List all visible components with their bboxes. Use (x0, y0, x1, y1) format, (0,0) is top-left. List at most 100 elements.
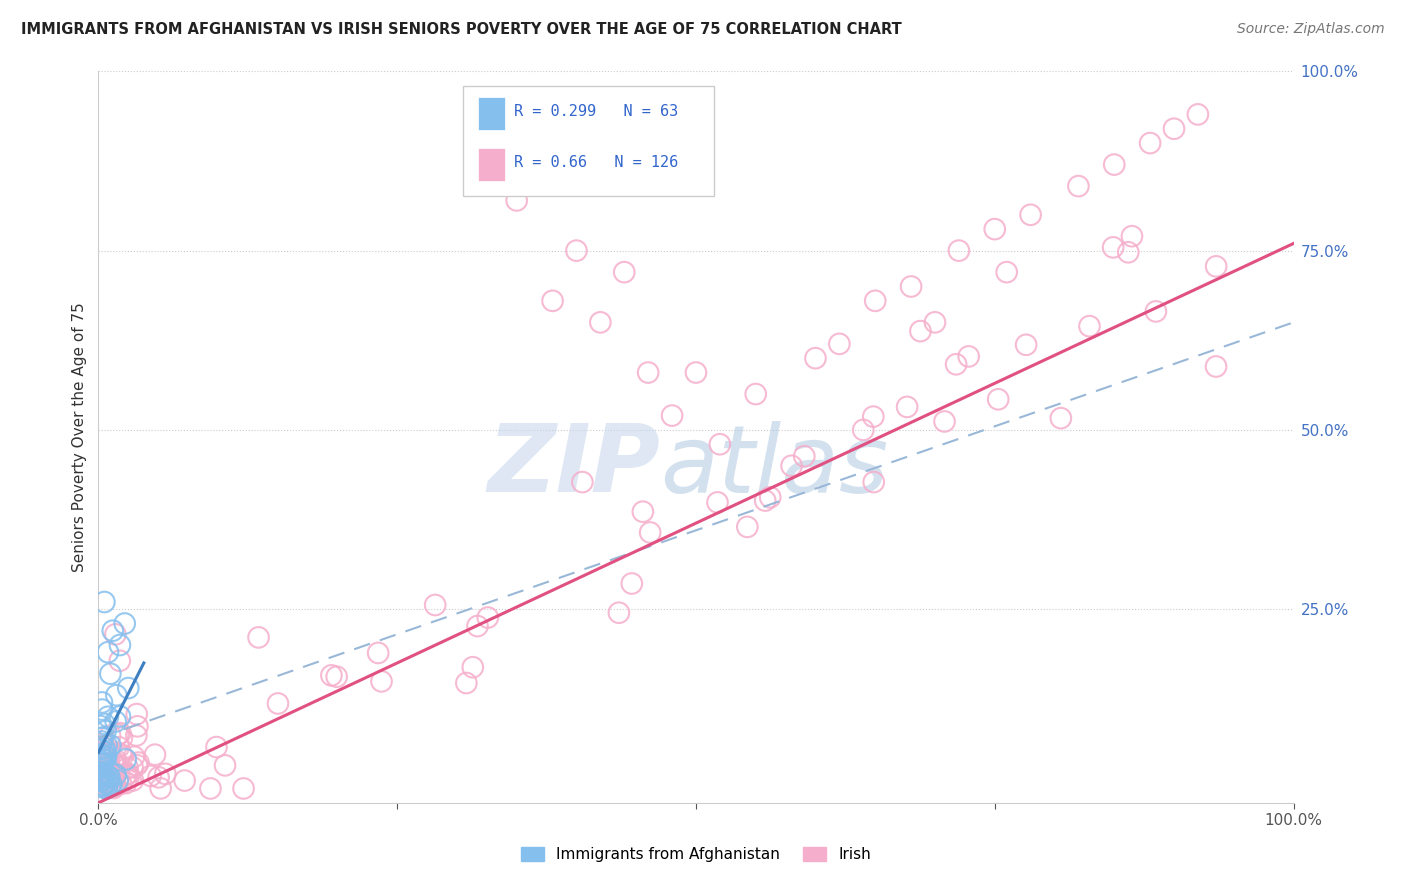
Point (1187, 107, 1209, 121)
Point (737, 520, 759, 534)
Point (467, 619, 489, 633)
Point (91, 778, 114, 792)
Point (90, 755, 112, 769)
Point (804, 351, 827, 366)
Text: ZIP: ZIP (488, 420, 661, 512)
Point (89, 742, 111, 756)
Point (780, 458, 803, 473)
Point (1205, 260, 1227, 274)
Point (900, 279, 922, 293)
Point (94, 753, 117, 767)
Point (115, 776, 138, 790)
Point (127, 756, 149, 770)
Point (155, 767, 177, 781)
Point (127, 719, 149, 733)
Point (984, 222, 1007, 236)
Point (957, 350, 980, 364)
Point (1102, 240, 1125, 254)
Text: atlas: atlas (661, 421, 889, 512)
Point (111, 731, 134, 745)
Point (98, 770, 121, 784)
Point (97, 777, 120, 791)
Point (98, 758, 121, 772)
Point (91, 757, 114, 772)
Point (114, 616, 136, 631)
Point (149, 781, 172, 796)
Point (107, 775, 129, 789)
Point (100, 779, 122, 793)
Point (107, 728, 129, 742)
Point (91, 750, 114, 764)
Point (200, 781, 222, 796)
FancyBboxPatch shape (478, 148, 505, 181)
Point (96, 750, 118, 764)
Point (759, 490, 782, 504)
Point (122, 749, 145, 764)
Point (232, 781, 254, 796)
Point (94, 775, 117, 789)
Point (104, 756, 127, 770)
Point (1121, 229, 1143, 244)
Point (506, 194, 529, 208)
Point (425, 598, 447, 612)
Point (96, 780, 118, 794)
Point (93, 740, 115, 755)
Point (122, 773, 145, 788)
Point (97, 645, 120, 659)
Point (117, 767, 139, 781)
Point (93, 770, 115, 784)
Point (1139, 136, 1161, 150)
Point (1078, 319, 1101, 334)
Point (111, 749, 134, 764)
Point (987, 392, 1010, 407)
Point (91, 752, 114, 766)
Point (125, 758, 148, 772)
Point (94, 749, 117, 764)
Point (98, 729, 121, 743)
Point (93, 779, 115, 793)
Point (709, 437, 731, 451)
Point (97, 770, 120, 784)
Point (98, 666, 122, 681)
Point (104, 777, 127, 791)
Point (108, 654, 131, 668)
Point (103, 780, 125, 795)
Point (93, 753, 115, 767)
Point (108, 638, 131, 652)
Point (90, 747, 112, 761)
Legend: Immigrants from Afghanistan, Irish: Immigrants from Afghanistan, Irish (515, 841, 877, 868)
Point (321, 668, 343, 682)
Point (90, 769, 112, 783)
Point (91, 780, 114, 795)
Point (91, 695, 114, 709)
Point (247, 631, 270, 645)
Text: R = 0.66   N = 126: R = 0.66 N = 126 (515, 155, 679, 170)
Point (100, 778, 122, 792)
Point (96, 768, 118, 782)
Point (607, 606, 630, 620)
Point (896, 400, 918, 414)
Point (948, 244, 970, 258)
Point (87, 765, 110, 780)
Point (267, 697, 290, 711)
Point (94, 724, 117, 739)
Point (456, 676, 478, 690)
Point (90, 772, 112, 787)
Point (90, 747, 112, 762)
Point (107, 773, 129, 788)
Point (90, 768, 112, 782)
Point (108, 769, 131, 783)
Point (1019, 208, 1042, 222)
Point (89, 767, 111, 781)
Point (96, 781, 118, 796)
Point (98, 747, 121, 762)
Point (143, 747, 166, 762)
Point (91, 771, 114, 785)
Point (87, 762, 110, 776)
Point (125, 707, 148, 722)
Point (90, 773, 112, 788)
Point (93, 770, 115, 784)
Point (924, 315, 946, 329)
Point (103, 756, 125, 771)
Point (98, 739, 122, 753)
